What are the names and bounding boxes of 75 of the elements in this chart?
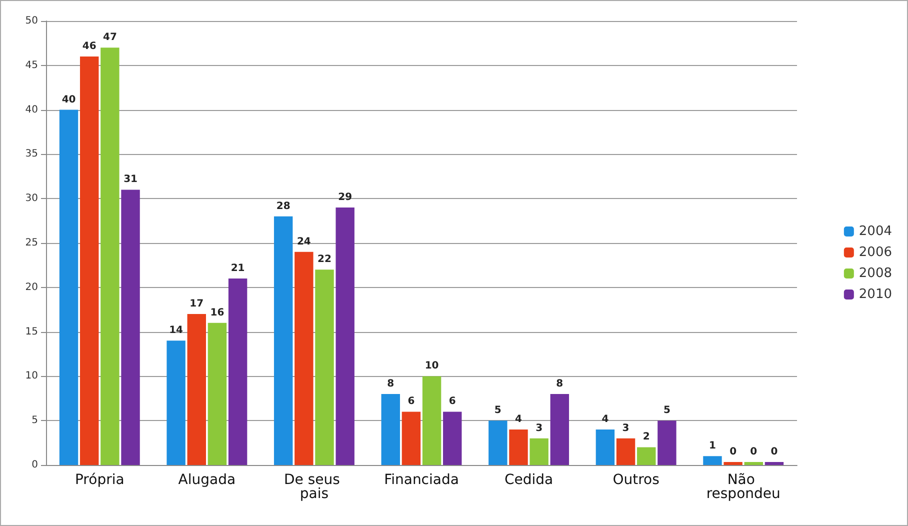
x-tick-label: Alugada bbox=[178, 472, 236, 488]
y-tick-label: 10 bbox=[25, 370, 38, 382]
data-label: 4 bbox=[602, 414, 609, 425]
data-label: 0 bbox=[770, 446, 778, 458]
data-label: 22 bbox=[318, 254, 332, 266]
data-label: 5 bbox=[663, 405, 670, 416]
bar bbox=[422, 376, 442, 465]
data-label: 14 bbox=[169, 325, 184, 336]
bar bbox=[488, 420, 508, 465]
data-label: 5 bbox=[494, 405, 502, 416]
bar bbox=[208, 322, 227, 465]
bar bbox=[100, 48, 120, 465]
bar bbox=[80, 56, 99, 465]
data-label: 8 bbox=[387, 378, 394, 390]
y-tick-label: 45 bbox=[25, 60, 38, 71]
x-tick-label: Outros bbox=[612, 472, 660, 488]
bar bbox=[443, 412, 462, 465]
data-label: 0 bbox=[730, 446, 737, 458]
data-label: 21 bbox=[230, 263, 245, 274]
data-label: 6 bbox=[448, 396, 456, 408]
data-label: 4 bbox=[515, 414, 522, 425]
bar bbox=[381, 394, 400, 465]
data-label: 46 bbox=[82, 41, 96, 52]
bar bbox=[187, 314, 206, 465]
y-tick-label: 50 bbox=[25, 16, 38, 26]
bar bbox=[336, 207, 354, 465]
data-label: 6 bbox=[408, 396, 415, 408]
bar bbox=[294, 252, 314, 465]
bar bbox=[703, 456, 722, 465]
data-label: 40 bbox=[62, 94, 76, 106]
data-label: 24 bbox=[296, 236, 311, 248]
data-label: 2 bbox=[642, 432, 650, 443]
y-tick-label: 25 bbox=[25, 238, 38, 248]
data-label: 8 bbox=[556, 378, 564, 390]
x-tick-label: Própria bbox=[74, 472, 124, 488]
bar bbox=[550, 394, 570, 465]
data-label: 47 bbox=[102, 32, 117, 44]
y-tick-label: 15 bbox=[25, 326, 38, 338]
data-label: 0 bbox=[750, 446, 758, 458]
data-label: 28 bbox=[276, 200, 290, 212]
bar bbox=[274, 216, 293, 465]
bar bbox=[596, 429, 615, 465]
legend-label: 2006 bbox=[858, 245, 892, 260]
x-tick-label: Financiada bbox=[384, 472, 459, 488]
y-tick-label: 0 bbox=[32, 460, 38, 470]
data-label: 17 bbox=[190, 298, 204, 310]
bar bbox=[166, 340, 186, 465]
data-label: 3 bbox=[622, 422, 630, 434]
bar bbox=[315, 270, 334, 465]
y-tick-label: 35 bbox=[25, 148, 38, 160]
legend-label: 2008 bbox=[858, 266, 892, 281]
data-label: 10 bbox=[424, 360, 439, 372]
y-tick-label: 5 bbox=[32, 415, 38, 426]
y-tick-label: 20 bbox=[25, 282, 38, 293]
x-tick-label: De seus pais bbox=[284, 472, 344, 502]
bar bbox=[121, 190, 140, 465]
bar bbox=[616, 438, 636, 465]
legend-label: 2004 bbox=[858, 224, 892, 239]
y-tick-label: 40 bbox=[25, 104, 38, 116]
data-label: 29 bbox=[338, 192, 352, 203]
x-tick-label: Cedida bbox=[504, 472, 554, 488]
legend-label: 2010 bbox=[858, 287, 892, 302]
bar bbox=[402, 412, 421, 465]
bar bbox=[530, 438, 548, 465]
bar bbox=[637, 447, 656, 465]
bar bbox=[509, 429, 528, 465]
bar bbox=[228, 278, 248, 465]
data-label: 3 bbox=[536, 422, 543, 434]
x-tick-label: Não respondeu bbox=[706, 472, 780, 502]
y-tick-label: 30 bbox=[25, 193, 38, 204]
data-label: 31 bbox=[124, 174, 138, 186]
bar bbox=[59, 110, 78, 465]
data-label: 16 bbox=[210, 307, 224, 318]
bar bbox=[658, 420, 676, 465]
data-label: 1 bbox=[708, 440, 716, 452]
